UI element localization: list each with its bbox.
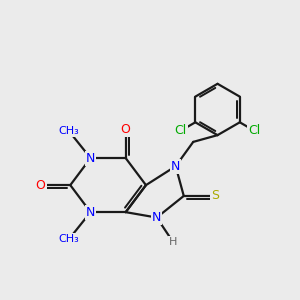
Text: N: N <box>86 206 95 219</box>
Text: N: N <box>152 211 161 224</box>
Text: S: S <box>211 189 219 203</box>
Text: O: O <box>121 123 130 136</box>
Text: CH₃: CH₃ <box>58 234 79 244</box>
Text: O: O <box>36 178 46 192</box>
Text: Cl: Cl <box>175 124 187 137</box>
Text: N: N <box>171 160 180 173</box>
Text: Cl: Cl <box>248 124 260 137</box>
Text: CH₃: CH₃ <box>58 126 79 136</box>
Text: H: H <box>169 237 177 247</box>
Text: N: N <box>86 152 95 165</box>
